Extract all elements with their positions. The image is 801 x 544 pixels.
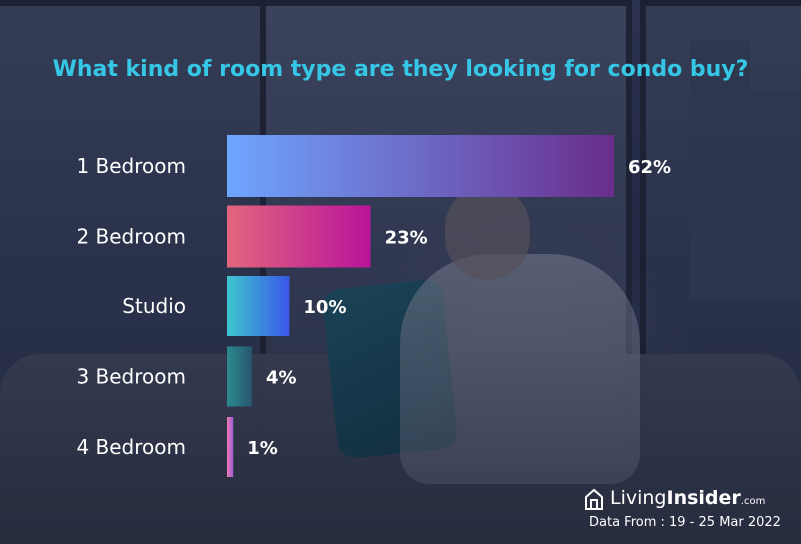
bar-4-bedroom <box>227 417 234 477</box>
category-label: 2 Bedroom <box>76 225 186 249</box>
brand-name-regular: Living <box>610 487 667 509</box>
value-label: 10% <box>303 297 346 318</box>
person-silhouette <box>400 254 640 484</box>
person-head <box>445 185 530 280</box>
category-label: Studio <box>122 294 186 318</box>
data-source-note: Data From : 19 - 25 Mar 2022 <box>589 515 781 530</box>
value-label: 62% <box>628 157 671 178</box>
category-label: 3 Bedroom <box>76 365 186 389</box>
brand-name-suffix: .com <box>740 496 766 507</box>
category-label: 1 Bedroom <box>76 154 186 178</box>
category-label: 4 Bedroom <box>76 435 186 459</box>
bar-2-bedroom <box>227 205 371 268</box>
bar-3-bedroom <box>227 346 252 407</box>
value-label: 1% <box>247 438 278 459</box>
value-label: 23% <box>385 228 428 249</box>
bar-studio <box>227 276 290 336</box>
brand-name-bold: Insider <box>666 487 741 509</box>
bar-1-bedroom <box>227 135 614 197</box>
background-building <box>690 40 750 300</box>
background-building <box>750 90 801 300</box>
chart-title: What kind of room type are they looking … <box>52 57 749 82</box>
value-label: 4% <box>266 368 297 389</box>
house-logo-icon <box>585 488 603 510</box>
brand-name: LivingInsider.com <box>610 487 765 509</box>
brand-logo: LivingInsider.com <box>584 487 794 513</box>
